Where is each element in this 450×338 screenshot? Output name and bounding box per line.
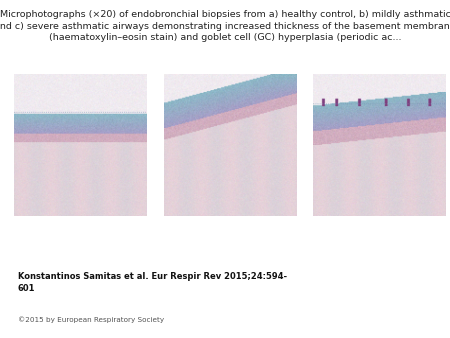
Bar xyxy=(282,211,293,212)
Bar xyxy=(328,178,347,199)
Bar xyxy=(131,211,143,212)
Text: c): c) xyxy=(315,78,322,87)
Text: Konstantinos Samitas et al. Eur Respir Rev 2015;24:594-
601: Konstantinos Samitas et al. Eur Respir R… xyxy=(18,272,287,293)
Bar xyxy=(431,211,442,212)
Text: a): a) xyxy=(16,78,23,87)
Bar xyxy=(328,120,347,143)
Text: Microphotographs (×20) of endobronchial biopsies from a) healthy control, b) mil: Microphotographs (×20) of endobronchial … xyxy=(0,10,450,42)
Text: b): b) xyxy=(166,78,175,87)
Text: ©2015 by European Respiratory Society: ©2015 by European Respiratory Society xyxy=(18,316,164,323)
Text: GC: GC xyxy=(418,95,427,100)
Text: Ang: Ang xyxy=(386,87,399,91)
Text: RBMt: RBMt xyxy=(331,123,347,128)
Bar xyxy=(328,147,347,168)
